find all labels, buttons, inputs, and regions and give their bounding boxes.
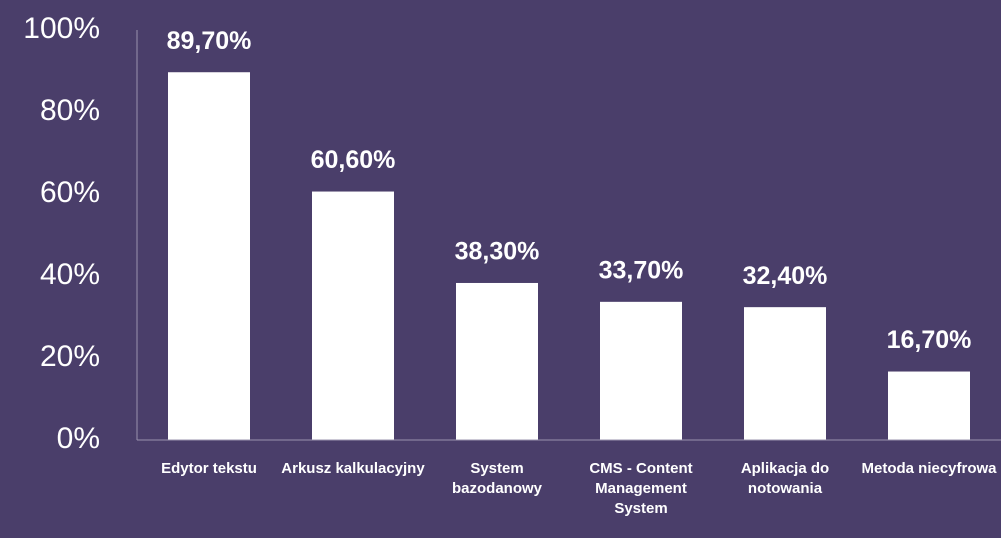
x-tick-label: Aplikacja do notowania: [740, 460, 830, 497]
x-tick-label: Edytor tekstu: [161, 460, 257, 477]
value-label: 33,70%: [599, 256, 684, 284]
y-tick-label: 0%: [57, 422, 100, 455]
bar: [888, 371, 970, 440]
y-tick-label: 20%: [40, 340, 100, 373]
x-tick-label: Arkusz kalkulacyjny: [281, 460, 425, 477]
value-label: 60,60%: [311, 146, 396, 174]
y-tick-label: 40%: [40, 258, 100, 291]
x-tick-label: CMS - Content Management System: [589, 460, 693, 517]
value-label: 38,30%: [455, 238, 540, 266]
value-label: 89,70%: [167, 27, 252, 55]
bar: [168, 72, 250, 440]
bar: [600, 301, 682, 440]
value-label: 32,40%: [743, 262, 828, 290]
value-label: 16,70%: [887, 326, 972, 354]
x-tick-label: Metoda niecyfrowa: [861, 460, 997, 477]
y-tick-label: 80%: [40, 94, 100, 127]
y-tick-label: 60%: [40, 176, 100, 209]
bar: [456, 282, 538, 440]
bar: [312, 191, 394, 440]
bar: [744, 307, 826, 440]
x-tick-label: System bazodanowy: [451, 460, 542, 497]
y-tick-label: 100%: [23, 12, 100, 45]
